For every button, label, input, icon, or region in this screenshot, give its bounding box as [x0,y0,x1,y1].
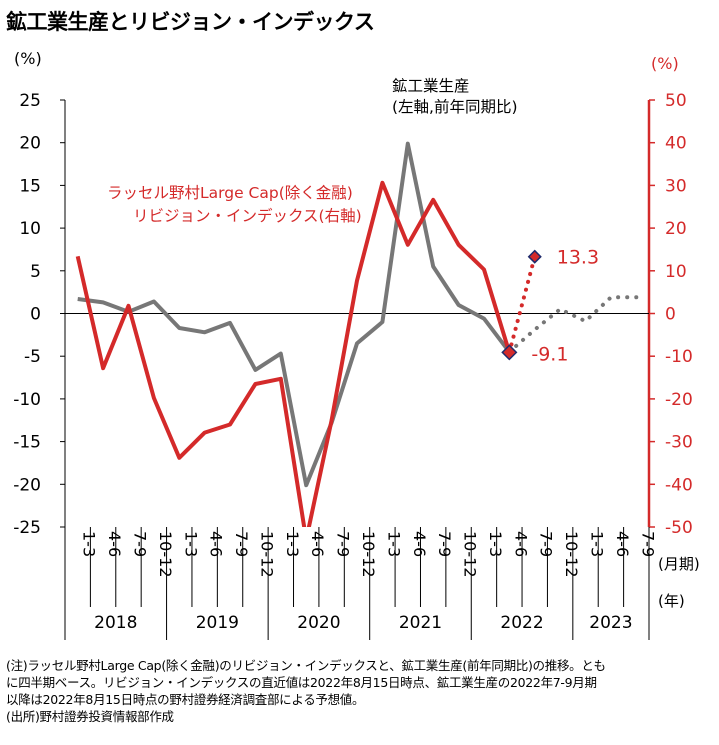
left-tick-label: -10 [13,390,41,410]
right-tick-label: -30 [665,433,693,453]
quarter-tick-label: 7-9 [537,531,556,557]
right-axis-unit: (%) [651,54,679,73]
quarter-tick-label: 10-12 [156,531,175,578]
right-tick-label: -50 [665,518,693,538]
quarter-tick-label: 10-12 [257,531,276,578]
quarter-tick-label: 7-9 [638,531,657,557]
left-tick-label: -5 [24,347,41,367]
left-tick-label: 0 [30,305,41,325]
year-tick-label: 2021 [399,613,442,633]
year-tick-label: 2019 [196,613,239,633]
series-revision-index-line [75,180,512,527]
left-tick-label: -20 [13,475,41,495]
annotation-last-quarter-value: -9.1 [531,343,568,365]
right-tick-label: 40 [665,134,687,154]
series-industrial-production-forecast [507,295,639,354]
year-tick-label: 2022 [500,613,543,633]
x-unit-year: (年) [658,592,685,610]
left-tick-label: 25 [19,91,41,111]
year-tick-label: 2023 [589,613,632,633]
quarter-tick-label: 1-3 [80,531,99,557]
marker-revision-latest-value [527,249,542,264]
series-label-revision-index: リビジョン・インデックス(右軸) [133,206,362,225]
left-tick-label: 20 [19,134,41,154]
chart-title: 鉱工業生産とリビジョン・インデックス [6,10,375,34]
quarter-tick-label: 7-9 [435,531,454,557]
series-revision-index-latest [507,254,537,355]
x-unit-quarter: (月期) [658,555,700,573]
right-tick-label: 20 [665,219,687,239]
left-tick-label: 10 [19,219,41,239]
year-tick-label: 2020 [297,613,340,633]
quarter-tick-label: 10-12 [461,531,480,578]
quarter-tick-label: 4-6 [410,531,429,557]
chart: 2520151050-5-10-15-20-25(%)50403020100-1… [13,49,700,640]
quarter-tick-label: 7-9 [334,531,353,557]
series-industrial-production-line [77,141,511,488]
right-tick-label: -10 [665,347,693,367]
right-tick-label: 30 [665,176,687,196]
series-label-industrial-production: (左軸,前年同期比) [392,98,518,116]
footnote-line-2: に四半期ベース。リビジョン・インデックスの直近値は2022年8月15日時点、鉱工… [6,675,597,690]
left-tick-label: -25 [13,518,41,538]
left-axis-unit: (%) [14,49,42,68]
footnote-line-1: (注)ラッセル野村Large Cap(除く金融)のリビジョン・インデックスと、鉱… [6,658,606,673]
quarter-tick-label: 10-12 [562,531,581,578]
series-label-industrial-production: 鉱工業生産 [392,77,470,95]
quarter-tick-label: 4-6 [105,531,124,557]
quarter-tick-label: 7-9 [232,531,251,557]
quarter-tick-label: 1-3 [486,531,505,557]
right-tick-label: 50 [665,91,687,111]
right-tick-label: 0 [665,305,676,325]
annotation-latest-value: 13.3 [557,247,599,269]
right-tick-label: -40 [665,475,693,495]
quarter-tick-label: 1-3 [588,531,607,557]
footnote-source: (出所)野村證券投資情報部作成 [6,709,174,724]
quarter-tick-label: 4-6 [511,531,530,557]
right-tick-label: 10 [665,262,687,282]
year-tick-label: 2018 [94,613,137,633]
quarter-tick-label: 4-6 [308,531,327,557]
marker-revision-latest-quarter [501,344,518,361]
quarter-tick-label: 10-12 [359,531,378,578]
left-tick-label: 5 [30,262,41,282]
quarter-tick-label: 1-3 [384,531,403,557]
quarter-tick-label: 1-3 [181,531,200,557]
quarter-tick-label: 4-6 [207,531,226,557]
footnote-line-3: 以降は2022年8月15日時点の野村證券経済調査部による予想値。 [6,692,365,707]
series-label-revision-index: ラッセル野村Large Cap(除く金融) [107,184,353,202]
left-tick-label: 15 [19,176,41,196]
quarter-tick-label: 4-6 [613,531,632,557]
footnote: (注)ラッセル野村Large Cap(除く金融)のリビジョン・インデックスと、鉱… [6,657,716,725]
quarter-tick-label: 1-3 [283,531,302,557]
left-tick-label: -15 [13,433,41,453]
right-tick-label: -20 [665,390,693,410]
quarter-tick-label: 7-9 [130,531,149,557]
